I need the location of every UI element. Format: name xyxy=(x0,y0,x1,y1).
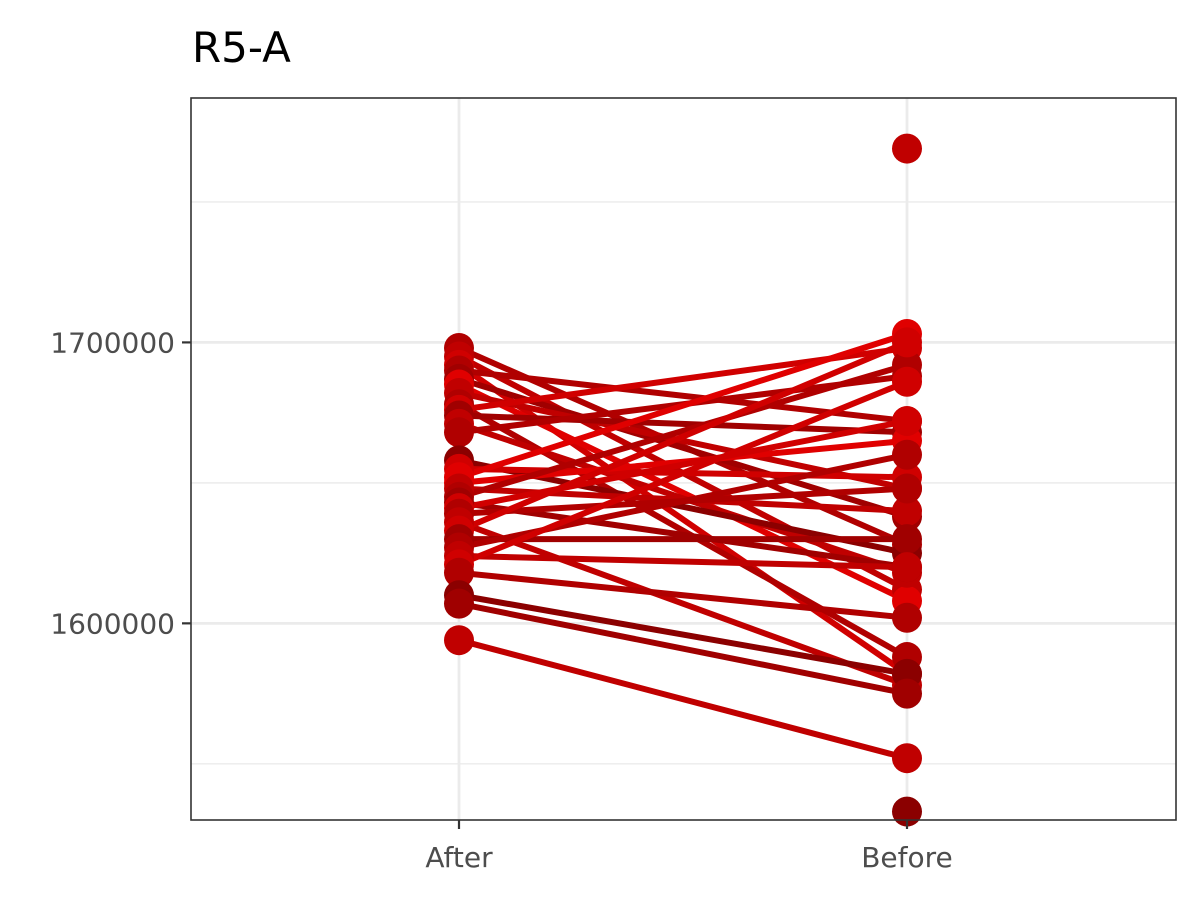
data-points xyxy=(444,133,922,827)
point-before xyxy=(892,366,922,397)
pair-line xyxy=(458,592,908,677)
point-before xyxy=(892,439,922,470)
pair-line xyxy=(458,499,908,571)
point-after xyxy=(444,625,474,656)
pair-line xyxy=(458,418,908,512)
pair-line xyxy=(458,331,908,481)
pair-line xyxy=(458,412,908,436)
point-before xyxy=(892,743,922,774)
pair-line xyxy=(458,569,908,621)
point-after xyxy=(444,557,474,588)
pair-line xyxy=(457,339,909,534)
point-before xyxy=(892,796,922,827)
grid-minor xyxy=(191,201,1176,765)
pair-lines xyxy=(457,331,909,762)
y-tick-label: 1700000 xyxy=(50,326,175,359)
x-axis: After Before xyxy=(425,820,953,874)
point-before xyxy=(892,133,922,164)
point-before xyxy=(892,678,922,709)
point-after xyxy=(444,417,474,448)
point-before xyxy=(892,552,922,583)
point-before xyxy=(892,524,922,555)
point-before xyxy=(892,495,922,526)
plot-panel-border xyxy=(190,97,1177,821)
pair-line xyxy=(458,362,908,500)
y-tick-label: 1600000 xyxy=(50,607,175,640)
point-after xyxy=(444,588,474,619)
y-axis: 1600000 1700000 xyxy=(50,326,191,640)
x-tick-label: Before xyxy=(861,841,953,874)
pair-line xyxy=(457,378,909,568)
point-before xyxy=(892,327,922,358)
x-tick-label: After xyxy=(425,841,493,874)
point-before xyxy=(892,602,922,633)
point-before xyxy=(892,406,922,437)
pair-line xyxy=(458,637,908,762)
pair-line xyxy=(458,552,908,571)
point-before xyxy=(892,473,922,504)
pair-line xyxy=(458,600,908,697)
chart-title: R5-A xyxy=(192,23,291,72)
